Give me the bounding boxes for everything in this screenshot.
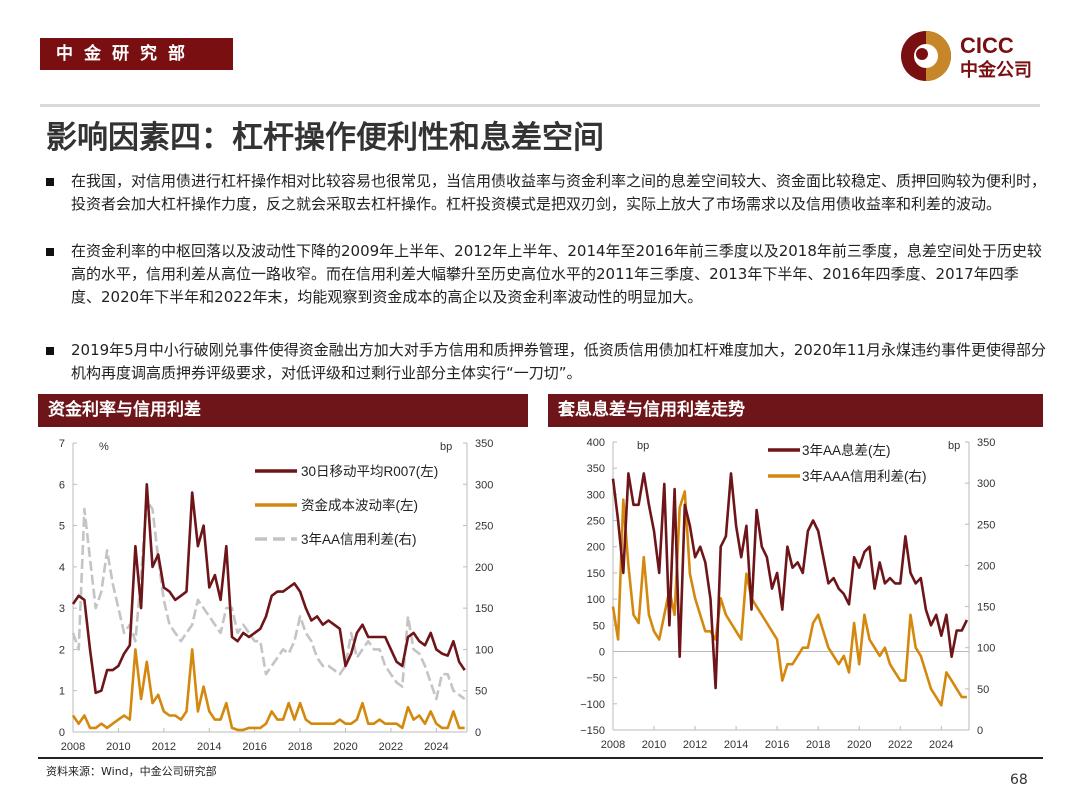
bullet-text: 2019年5月中小行破刚兑事件使得资金融出方加大对手方信用和质押券管理，低资质信… [71, 341, 1046, 382]
left-tick-label: 1 [59, 686, 65, 698]
bullet-square-icon [46, 178, 54, 186]
footer-divider [38, 757, 1043, 759]
x-tick-label: 2014 [197, 741, 221, 753]
left-tick-label: 150 [587, 568, 605, 580]
chart-header-carry-spread: 套息息差与信用利差走势 [548, 394, 1043, 427]
right-unit-label: bp [948, 440, 960, 452]
page-title: 影响因素四：杠杆操作便利性和息差空间 [46, 120, 604, 156]
left-tick-label: 0 [599, 646, 605, 658]
left-tick-label: 2 [59, 644, 65, 656]
series-line-1 [611, 472, 969, 690]
department-badge: 中金研究部 [40, 38, 233, 70]
left-tick-label: 350 [587, 463, 605, 475]
bullet-text: 在我国，对信用债进行杠杆操作相对比较容易也很常见，当信用债收益率与资金利率之间的… [71, 172, 1047, 213]
right-tick-label: 200 [475, 562, 493, 574]
right-tick-label: 150 [977, 602, 995, 614]
legend-label: 3年AA信用利差(右) [301, 532, 417, 547]
x-tick-label: 2022 [888, 739, 912, 751]
left-tick-label: 250 [587, 516, 605, 528]
svg-text:中金公司: 中金公司 [960, 59, 1032, 80]
left-tick-label: 0 [59, 727, 65, 739]
x-tick-label: 2010 [106, 741, 130, 753]
x-tick-label: 2024 [424, 741, 448, 753]
left-tick-label: 200 [587, 542, 605, 554]
right-tick-label: 100 [977, 643, 995, 655]
series-line-1 [71, 482, 466, 695]
bullet-item: 2019年5月中小行破刚兑事件使得资金融出方加大对手方信用和质押券管理，低资质信… [46, 339, 1046, 385]
right-tick-label: 50 [977, 684, 989, 696]
page-number: 68 [1010, 772, 1028, 788]
x-tick-label: 2010 [642, 739, 666, 751]
right-tick-label: 300 [475, 479, 493, 491]
x-tick-label: 2018 [288, 741, 312, 753]
left-unit-label: bp [637, 440, 649, 452]
right-tick-label: 350 [475, 438, 493, 450]
right-tick-label: 100 [475, 644, 493, 656]
legend-label: 30日移动平均R007(左) [301, 464, 438, 479]
x-tick-label: 2024 [929, 739, 953, 751]
bullet-text: 在资金利率的中枢回落以及波动性下降的2009年上半年、2012年上半年、2014… [71, 242, 1042, 306]
right-tick-label: 0 [977, 725, 983, 737]
legend-label: 3年AAA信用利差(右) [802, 469, 927, 484]
left-tick-label: 4 [59, 562, 65, 574]
x-tick-label: 2012 [152, 741, 176, 753]
left-tick-label: 50 [593, 620, 605, 632]
bullet-item: 在资金利率的中枢回落以及波动性下降的2009年上半年、2012年上半年、2014… [46, 240, 1046, 309]
left-tick-label: 100 [587, 594, 605, 606]
bullet-square-icon [46, 248, 54, 256]
left-tick-label: 400 [587, 437, 605, 449]
legend-label: 3年AA息差(左) [802, 442, 891, 458]
legend-label: 资金成本波动率(左) [301, 497, 418, 513]
x-tick-label: 2014 [724, 739, 748, 751]
left-tick-label: 3 [59, 603, 65, 615]
right-tick-label: 0 [475, 727, 481, 739]
svg-text:CICC: CICC [960, 33, 1014, 58]
right-unit-label: bp [440, 441, 452, 453]
chart-header-funding-rate: 资金利率与信用利差 [38, 394, 528, 427]
left-tick-label: −100 [580, 699, 605, 711]
right-tick-label: 250 [977, 519, 995, 531]
x-tick-label: 2008 [61, 741, 85, 753]
x-tick-label: 2008 [601, 739, 625, 751]
series-line-2 [611, 490, 967, 707]
source-note: 资料来源：Wind，中金公司研究部 [46, 765, 217, 778]
x-tick-label: 2022 [379, 741, 403, 753]
bullet-item: 在我国，对信用债进行杠杆操作相对比较容易也很常见，当信用债收益率与资金利率之间的… [46, 170, 1046, 216]
right-tick-label: 250 [475, 521, 493, 533]
bullet-square-icon [46, 347, 54, 355]
header-divider [40, 104, 1040, 107]
x-tick-label: 2020 [333, 741, 357, 753]
series-line-2 [71, 648, 465, 732]
series-line-3 [71, 499, 466, 701]
right-tick-label: 300 [977, 478, 995, 490]
left-unit-label: % [99, 441, 109, 453]
right-tick-label: 150 [475, 603, 493, 615]
x-tick-label: 2012 [683, 739, 707, 751]
right-tick-label: 350 [977, 437, 995, 449]
left-tick-label: −50 [586, 673, 605, 685]
x-tick-label: 2020 [847, 739, 871, 751]
x-tick-label: 2016 [765, 739, 789, 751]
cicc-logo-mark: CICC 中金公司 [901, 31, 1032, 81]
left-tick-label: 6 [59, 479, 65, 491]
left-tick-label: −150 [580, 725, 605, 737]
left-tick-label: 7 [59, 438, 65, 450]
x-tick-label: 2018 [806, 739, 830, 751]
left-tick-label: 5 [59, 521, 65, 533]
cicc-logo: CICC 中金公司 [900, 28, 1045, 84]
right-tick-label: 200 [977, 560, 995, 572]
right-tick-label: 50 [475, 686, 487, 698]
x-tick-label: 2016 [242, 741, 266, 753]
left-tick-label: 300 [587, 489, 605, 501]
